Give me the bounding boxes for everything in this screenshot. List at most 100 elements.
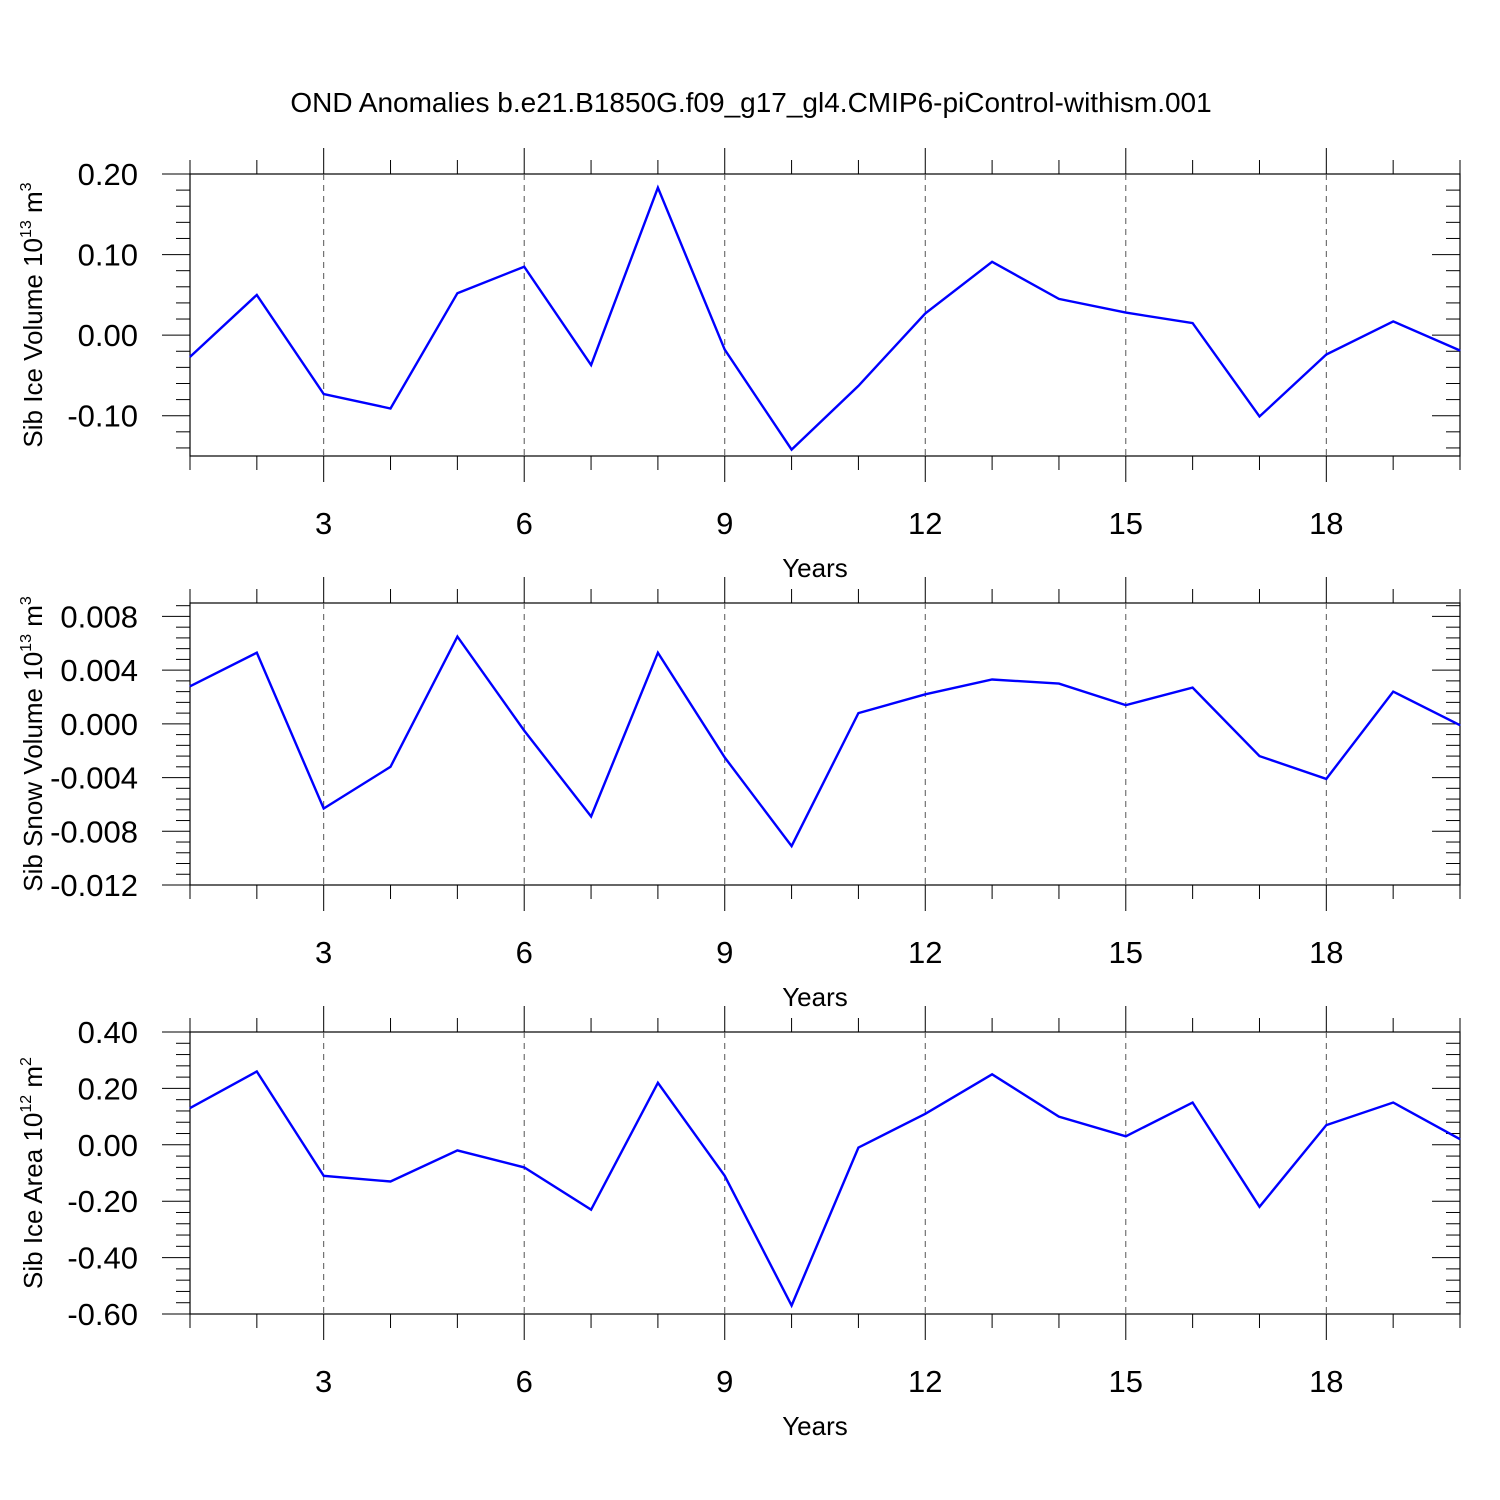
data-point	[590, 364, 592, 366]
y-tick-label: 0.008	[60, 599, 138, 634]
plot-frame	[189, 173, 1461, 457]
data-point	[523, 730, 525, 732]
x-tick-label: 9	[716, 935, 733, 970]
data-point	[523, 266, 525, 268]
y-axis-label: Sib Snow Volume 1013 m3	[18, 596, 48, 892]
data-point	[323, 1175, 325, 1177]
data-point	[791, 845, 793, 847]
data-point	[189, 1107, 191, 1109]
data-point	[189, 356, 191, 358]
data-point	[1325, 778, 1327, 780]
x-tick-label: 15	[1109, 935, 1143, 970]
chart-panel-2: 3 6 9 12 15 18 Years 0.008 0.004 0.000 -0.004 -0.00…	[18, 577, 1461, 1012]
y-tick-label: -0.20	[67, 1184, 138, 1219]
x-tick-label: 9	[716, 1364, 733, 1399]
x-tick-label: 12	[908, 506, 942, 541]
figure-title: OND Anomalies b.e21.B1850G.f09_g17_gl4.C…	[290, 87, 1211, 118]
panels: 3 6 9 12 15 18 Years 0.20 0.10 0.00 -0.10 Sib Ice V…	[18, 148, 1461, 1441]
x-tick-label: 3	[315, 935, 332, 970]
data-point	[991, 679, 993, 681]
data-point	[791, 449, 793, 451]
data-point	[924, 1113, 926, 1115]
data-point	[590, 816, 592, 818]
data-point	[323, 807, 325, 809]
data-point	[390, 407, 392, 409]
y-axis-label-exponent: 13	[18, 220, 35, 238]
data-point	[1392, 1102, 1394, 1103]
data-point	[857, 385, 859, 387]
series-line-1	[189, 634, 1461, 849]
data-point	[1058, 298, 1060, 300]
data-point	[1258, 1206, 1260, 1208]
data-point	[456, 292, 458, 294]
data-point	[924, 312, 926, 314]
x-tick-label: 9	[716, 506, 733, 541]
y-tick-label: 0.00	[78, 1128, 138, 1163]
x-axis-label: Years	[782, 1411, 848, 1441]
data-point	[523, 1166, 525, 1168]
y-axis-label-unit: m	[18, 1066, 48, 1095]
data-point	[991, 261, 993, 263]
data-point	[256, 294, 258, 296]
data-point	[1125, 1135, 1127, 1137]
y-tick-label: -0.60	[67, 1297, 138, 1332]
y-axis-label: Sib Ice Area 1012 m2	[18, 1057, 48, 1289]
data-point	[590, 1209, 592, 1211]
y-axis-label-unit: m	[18, 191, 48, 220]
data-point	[1392, 320, 1394, 322]
data-point	[1459, 724, 1461, 726]
chart-panel-3: 3 6 9 12 15 18 Years 0.40 0.20 0.00 -0.20 -0.40 -0.6…	[18, 1006, 1461, 1441]
data-point	[1392, 691, 1394, 693]
data-point	[1325, 1124, 1327, 1126]
data-point	[1258, 755, 1260, 757]
x-tick-label: 3	[315, 506, 332, 541]
y-tick-label: 0.004	[60, 653, 138, 688]
data-point	[1325, 353, 1327, 355]
y-axis-label-unit-exponent: 3	[18, 596, 35, 605]
data-point	[1192, 687, 1194, 689]
y-tick-label: 0.00	[78, 318, 138, 353]
x-tick-label: 6	[516, 506, 533, 541]
y-tick-label: -0.008	[50, 814, 138, 849]
x-tick-label: 12	[908, 935, 942, 970]
data-point	[1459, 349, 1461, 351]
x-tick-label: 18	[1309, 1364, 1343, 1399]
data-point	[1125, 312, 1127, 314]
y-tick-label: -0.012	[50, 868, 138, 903]
data-point	[390, 766, 392, 768]
x-axis-label: Years	[782, 982, 848, 1012]
chart-panel-1: 3 6 9 12 15 18 Years 0.20 0.10 0.00 -0.10 Sib Ice V…	[18, 148, 1461, 583]
data-point	[256, 652, 258, 654]
x-tick-label: 3	[315, 1364, 332, 1399]
y-axis-label-text: Sib Snow Volume 10	[18, 652, 48, 892]
data-point	[390, 1180, 392, 1182]
data-point	[1058, 683, 1060, 685]
x-axis-label: Years	[782, 553, 848, 583]
y-axis-label-unit-exponent: 2	[18, 1057, 35, 1066]
x-tick-label: 6	[516, 1364, 533, 1399]
data-point	[1125, 704, 1127, 706]
x-tick-label: 15	[1109, 506, 1143, 541]
x-tick-label: 18	[1309, 935, 1343, 970]
data-point	[1192, 322, 1194, 324]
data-point	[189, 685, 191, 687]
x-tick-label: 18	[1309, 506, 1343, 541]
y-axis-label-text: Sib Ice Volume 10	[18, 238, 48, 448]
data-point	[924, 693, 926, 695]
data-point	[724, 756, 726, 758]
data-point	[724, 349, 726, 351]
y-tick-label: -0.10	[67, 399, 138, 434]
data-point	[323, 393, 325, 395]
data-point	[991, 1073, 993, 1075]
y-tick-label: 0.000	[60, 707, 138, 742]
y-axis-label-text: Sib Ice Area 10	[18, 1113, 48, 1289]
y-tick-label: 0.10	[78, 238, 138, 273]
x-tick-label: 15	[1109, 1364, 1143, 1399]
x-tick-label: 6	[516, 935, 533, 970]
series-line-1	[189, 184, 1461, 452]
y-tick-label: 0.40	[78, 1015, 138, 1050]
data-point	[857, 712, 859, 714]
y-axis-label-unit-exponent: 3	[18, 182, 35, 191]
data-point	[256, 1070, 258, 1072]
